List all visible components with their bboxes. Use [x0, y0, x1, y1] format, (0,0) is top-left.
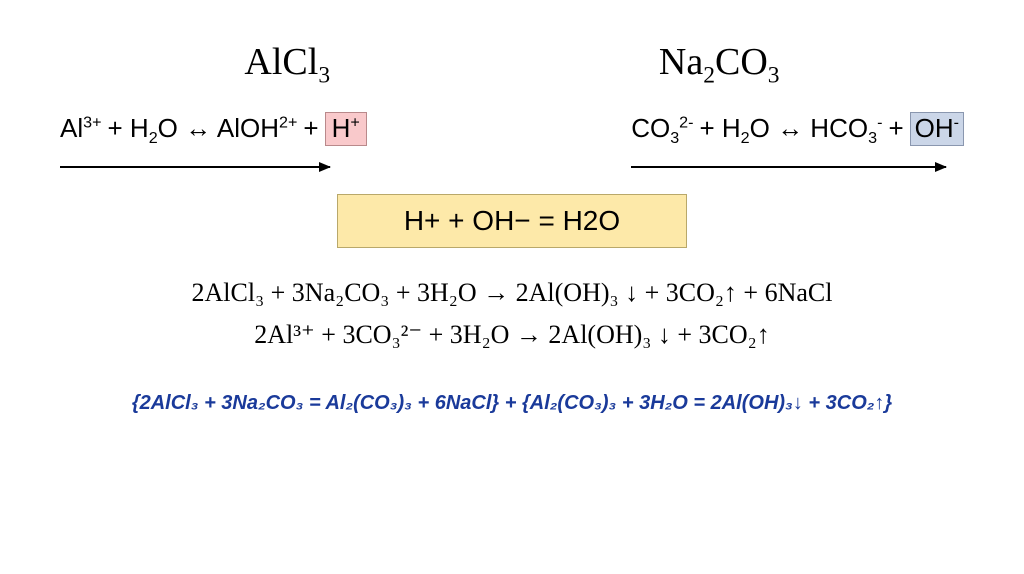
eq-r-co: CO [631, 113, 670, 143]
arrow-right [631, 166, 946, 168]
eq-r-hco-sub: 3 [868, 129, 877, 147]
highlight-oh-minus: OH- [910, 112, 964, 146]
eq-r-hl-sup: - [954, 113, 959, 131]
highlight-h-plus: H+ [325, 112, 367, 146]
title-left-sub: 3 [318, 63, 330, 89]
eq-r-h: + H [699, 113, 740, 143]
bottom-left: {2AlCl₃ + 3Na₂CO₃ = Al₂(CO₃)₃ + 6NaCl} [132, 392, 499, 414]
title-right-sub1: 2 [703, 63, 715, 89]
title-right: Na2CO3 [659, 40, 780, 84]
eq-l-al: Al [60, 113, 83, 143]
title-right-pre: Na [659, 41, 703, 83]
eq-r-h-sub: 2 [741, 129, 750, 147]
eq-l-end: O ↔ AlOH [158, 113, 279, 143]
title-left: AlCl3 [244, 40, 330, 84]
eq-l-h-sub: 2 [149, 129, 158, 147]
full-eq-2-text: 2Al³⁺ + 3CO₃²⁻ + 3H₂O → 2Al(OH)₃ ↓ + 3CO… [254, 320, 769, 349]
bottom-equation: {2AlCl₃ + 3Na₂CO₃ = Al₂(CO₃)₃ + 6NaCl} +… [0, 392, 1024, 415]
full-equation-2: 2Al³⁺ + 3CO₃²⁻ + 3H₂O → 2Al(OH)₃ ↓ + 3CO… [0, 320, 1024, 350]
eq-l-hl-sup: + [350, 113, 359, 131]
equation-row: Al3+ + H2O ↔ AlOH2+ + H+ CO32- + H2O ↔ H… [0, 94, 1024, 146]
title-row: AlCl3 Na2CO3 [0, 0, 1024, 94]
eq-l-2: + H2O ↔ AlOH2+ [108, 113, 298, 144]
bottom-plus: + [499, 392, 522, 414]
full-eq-1-text: 2AlCl₃ + 3Na₂CO₃ + 3H₂O → 2Al(OH)₃ ↓ + 3… [192, 278, 833, 307]
title-left-text: AlCl [244, 41, 318, 83]
eq-r-co-sup: 2- [679, 113, 693, 131]
eq-l-h: + H [108, 113, 149, 143]
center-text: H+ + OH− = H2O [404, 205, 620, 236]
eq-l-plus: + [303, 113, 318, 144]
title-right-mid: CO [715, 41, 768, 83]
eq-r-co-sub: 3 [670, 129, 679, 147]
eq-r-hco-sup: - [877, 113, 882, 131]
full-equation-1: 2AlCl₃ + 3Na₂CO₃ + 3H₂O → 2Al(OH)₃ ↓ + 3… [0, 278, 1024, 308]
equation-left: Al3+ + H2O ↔ AlOH2+ + H+ [60, 112, 367, 146]
eq-l-1: Al3+ [60, 113, 102, 144]
center-box: H+ + OH− = H2O [337, 194, 687, 248]
eq-r-plus: + [888, 113, 903, 144]
title-right-sub2: 3 [768, 63, 780, 89]
eq-l-aloh-sup: 2+ [279, 113, 297, 131]
equation-right: CO32- + H2O ↔ HCO3- + OH- [631, 112, 964, 146]
eq-l-hl: H [332, 113, 351, 143]
eq-l-al-sup: 3+ [83, 113, 101, 131]
eq-r-hl: OH [915, 113, 954, 143]
eq-r-end: O ↔ HCO [750, 113, 868, 143]
bottom-right: {Al₂(CO₃)₃ + 3H₂O = 2Al(OH)₃↓ + 3CO₂↑} [522, 392, 892, 414]
arrow-left [60, 166, 330, 168]
eq-r-1: CO32- [631, 113, 693, 144]
eq-r-2: + H2O ↔ HCO3- [699, 113, 882, 144]
